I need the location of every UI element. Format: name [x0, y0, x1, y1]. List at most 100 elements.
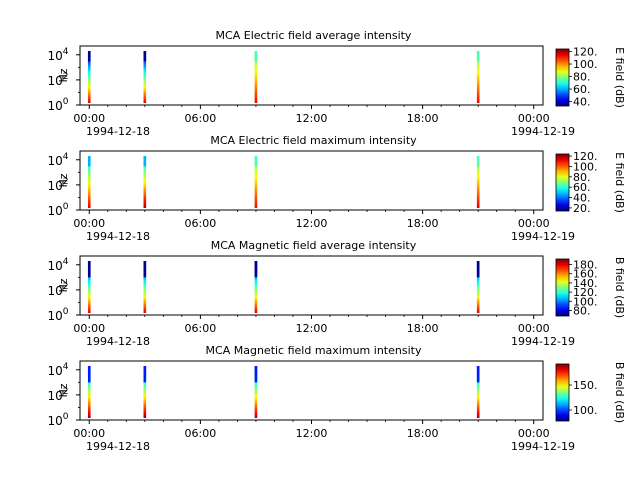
colorbar-tick-label: 100. — [573, 404, 598, 417]
y-tick-label: 100 — [47, 97, 68, 113]
burst-column — [143, 155, 147, 208]
x-tick-label: 06:00 — [185, 217, 217, 230]
burst-column — [87, 260, 91, 313]
x-tick-label: 18:00 — [407, 427, 439, 440]
x-date-end: 1994-12-19 — [511, 335, 575, 348]
burst-column — [476, 260, 480, 313]
y-tick-label: 100 — [47, 202, 68, 218]
x-tick-label: 06:00 — [185, 322, 217, 335]
burst-column — [254, 50, 258, 103]
burst-top — [143, 365, 147, 383]
burst-top — [476, 50, 480, 62]
y-axis-label: Hz — [57, 278, 70, 292]
colorbar-label: B field (dB) — [613, 257, 626, 318]
colorbar — [556, 259, 569, 316]
burst-top — [87, 260, 91, 278]
colorbar-tick-label: 140. — [573, 277, 598, 290]
x-tick-label: 00:00 — [73, 427, 105, 440]
y-axis-label: Hz — [57, 173, 70, 187]
colorbar-tick-label: 100. — [573, 58, 598, 71]
x-tick-label: 12:00 — [296, 322, 328, 335]
burst-top — [143, 155, 147, 167]
plot-area — [80, 361, 543, 420]
burst-column — [254, 155, 258, 208]
x-tick-label: 18:00 — [407, 112, 439, 125]
burst-top — [87, 365, 91, 383]
colorbar-tick-label: 120. — [573, 150, 598, 163]
x-tick-label: 00:00 — [73, 217, 105, 230]
colorbar-label: E field (dB) — [613, 152, 626, 213]
x-tick-label: 06:00 — [185, 112, 217, 125]
panel-2: MCA Electric field maximum intensity Hz 10… — [47, 134, 626, 243]
plot-area — [80, 46, 543, 105]
y-tick-label: 102 — [47, 387, 68, 403]
colorbar-tick-label: 80. — [573, 304, 591, 317]
colorbar-tick-label: 60. — [573, 181, 591, 194]
burst-column — [87, 50, 91, 103]
panel-title: MCA Electric field average intensity — [216, 29, 412, 42]
burst-top — [476, 260, 480, 278]
burst-column — [87, 155, 91, 208]
y-tick-label: 104 — [47, 257, 68, 273]
burst-top — [476, 365, 480, 383]
colorbar-frame — [555, 48, 570, 107]
colorbar-tick-label: 180. — [573, 259, 598, 272]
burst-column — [87, 365, 91, 418]
colorbar-tick-label: 120. — [573, 46, 598, 59]
burst-column — [143, 365, 147, 418]
y-tick-label: 102 — [47, 72, 68, 88]
x-date-start: 1994-12-18 — [86, 125, 150, 138]
burst-column — [476, 155, 480, 208]
x-tick-label: 00:00 — [73, 322, 105, 335]
y-tick-label: 100 — [47, 412, 68, 428]
y-axis-label: Hz — [57, 68, 70, 82]
burst-top — [254, 155, 258, 167]
burst-column — [476, 50, 480, 103]
burst-column — [254, 365, 258, 418]
burst-column — [143, 50, 147, 103]
x-date-start: 1994-12-18 — [86, 440, 150, 453]
x-date-start: 1994-12-18 — [86, 230, 150, 243]
y-tick-label: 104 — [47, 47, 68, 63]
panel-title: MCA Electric field maximum intensity — [210, 134, 417, 147]
colorbar-tick-label: 100. — [573, 160, 598, 173]
panel-4: MCA Magnetic field maximum intensityHz10… — [47, 344, 626, 453]
colorbar-tick-label: 60. — [573, 83, 591, 96]
colorbar — [556, 364, 569, 421]
x-tick-label: 00:00 — [518, 217, 550, 230]
burst-top — [87, 155, 91, 167]
burst-top — [87, 50, 91, 62]
panel-title: MCA Magnetic field average intensity — [211, 239, 417, 252]
colorbar-label: E field (dB) — [613, 47, 626, 108]
x-tick-label: 00:00 — [73, 112, 105, 125]
x-tick-label: 12:00 — [296, 427, 328, 440]
burst-column — [254, 260, 258, 313]
burst-top — [143, 50, 147, 62]
x-tick-label: 12:00 — [296, 112, 328, 125]
y-tick-label: 104 — [47, 362, 68, 378]
colorbar-tick-label: 40. — [573, 96, 591, 109]
colorbar-frame — [555, 153, 570, 212]
y-tick-label: 104 — [47, 152, 68, 168]
x-date-end: 1994-12-19 — [511, 230, 575, 243]
colorbar-frame — [555, 258, 570, 317]
burst-top — [254, 50, 258, 62]
x-date-start: 1994-12-18 — [86, 335, 150, 348]
burst-top — [143, 260, 147, 278]
x-tick-label: 12:00 — [296, 217, 328, 230]
colorbar — [556, 49, 569, 106]
plot-area — [80, 256, 543, 315]
colorbar-tick-label: 120. — [573, 286, 598, 299]
burst-top — [254, 260, 258, 278]
burst-column — [476, 365, 480, 418]
burst-column — [143, 260, 147, 313]
x-date-end: 1994-12-19 — [511, 125, 575, 138]
y-tick-label: 102 — [47, 282, 68, 298]
colorbar-frame — [555, 363, 570, 422]
colorbar-tick-label: 150. — [573, 379, 598, 392]
colorbar — [556, 154, 569, 211]
x-tick-label: 00:00 — [518, 322, 550, 335]
panel-3: MCA Magnetic field average intensityHz10… — [47, 239, 626, 348]
x-tick-label: 00:00 — [518, 112, 550, 125]
